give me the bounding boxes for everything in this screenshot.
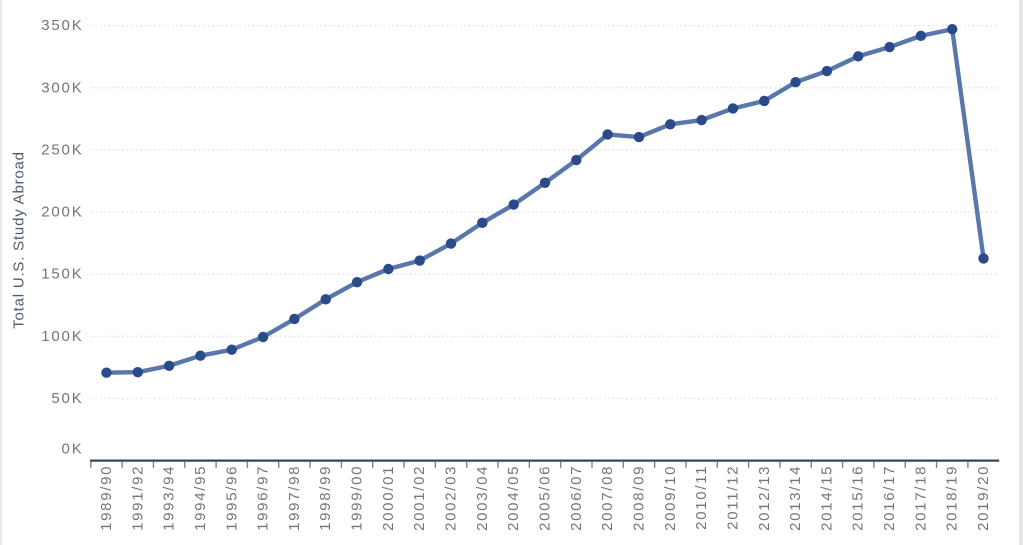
data-point-marker[interactable] xyxy=(508,199,519,210)
x-tick-label: 2014/15 xyxy=(818,465,835,531)
x-tick-label: 1998/99 xyxy=(317,465,334,531)
y-tick-label: 300K xyxy=(41,79,83,96)
data-point-marker[interactable] xyxy=(226,344,237,355)
data-point-marker[interactable] xyxy=(602,129,613,140)
data-point-marker[interactable] xyxy=(571,154,582,166)
x-tick-label: 2017/18 xyxy=(912,465,929,531)
x-tick-label: 2012/13 xyxy=(756,465,773,531)
data-point-marker[interactable] xyxy=(132,366,143,378)
x-tick-label: 1989/90 xyxy=(98,465,115,531)
x-tick-label: 1994/95 xyxy=(192,465,209,531)
x-tick-label: 1991/92 xyxy=(129,465,146,531)
y-tick-label: 50K xyxy=(51,390,83,407)
x-tick-label: 1996/97 xyxy=(255,465,272,531)
x-tick-label: 2015/16 xyxy=(850,465,867,531)
data-point-marker[interactable] xyxy=(257,331,269,343)
y-axis-title: Total U.S. Study Abroad xyxy=(11,151,28,329)
left-border-line xyxy=(0,0,2,545)
x-tick-label: 1995/96 xyxy=(223,465,240,531)
x-tick-label: 2000/01 xyxy=(380,465,397,531)
x-tick-label: 2013/14 xyxy=(787,465,804,531)
x-tick-label: 2004/05 xyxy=(505,465,522,531)
y-tick-labels-group: 0K 50K 100K 150K 200K 250K 300K 350K xyxy=(41,17,84,458)
data-point-marker[interactable] xyxy=(320,294,331,305)
data-point-marker[interactable] xyxy=(477,217,488,229)
x-tick-marks-group xyxy=(90,461,969,468)
data-point-marker[interactable] xyxy=(947,24,958,35)
x-tick-label: 2016/17 xyxy=(881,465,898,531)
data-point-marker[interactable] xyxy=(539,177,551,188)
x-tick-label: 2010/11 xyxy=(693,465,710,530)
data-point-marker[interactable] xyxy=(633,131,645,143)
x-tick-label: 2018/19 xyxy=(944,465,961,531)
x-tick-label: 2009/10 xyxy=(662,465,679,531)
data-point-marker[interactable] xyxy=(163,360,175,371)
data-point-marker[interactable] xyxy=(727,103,739,114)
data-point-marker[interactable] xyxy=(101,367,112,378)
data-point-marker[interactable] xyxy=(853,51,864,62)
data-point-marker[interactable] xyxy=(696,114,707,126)
x-tick-labels-group: 1989/90 1991/92 1993/94 1994/95 1995/96 1996/… xyxy=(98,465,992,531)
data-point-marker[interactable] xyxy=(414,255,425,266)
data-point-marker[interactable] xyxy=(821,65,833,77)
x-tick-label: 1997/98 xyxy=(286,465,303,531)
x-tick-label: 2007/08 xyxy=(599,465,616,531)
series-line xyxy=(104,27,986,375)
series-markers-group xyxy=(101,24,989,378)
y-tick-label: 150K xyxy=(41,266,83,283)
x-tick-label: 2006/07 xyxy=(568,465,585,531)
x-tick-label: 2019/20 xyxy=(975,465,992,531)
y-tick-label: 200K xyxy=(41,204,83,221)
x-tick-label: 1993/94 xyxy=(161,465,178,531)
data-point-marker[interactable] xyxy=(665,119,676,130)
data-point-marker[interactable] xyxy=(884,41,895,53)
y-tick-label: 350K xyxy=(41,17,83,34)
x-tick-label: 2002/03 xyxy=(443,465,460,531)
x-tick-label: 2003/04 xyxy=(474,465,491,531)
data-point-marker[interactable] xyxy=(351,276,363,288)
data-point-marker[interactable] xyxy=(195,350,206,361)
y-tick-label: 0K xyxy=(62,441,84,458)
data-point-marker[interactable] xyxy=(383,263,394,275)
right-scrollbar-track[interactable] xyxy=(1019,0,1023,545)
x-tick-label: 1999/00 xyxy=(349,465,366,531)
y-tick-label: 250K xyxy=(41,141,83,158)
gridlines-group xyxy=(90,24,1000,400)
y-tick-label: 100K xyxy=(41,328,83,345)
x-tick-label: 2005/06 xyxy=(537,465,554,531)
data-point-marker[interactable] xyxy=(978,253,989,264)
data-point-marker[interactable] xyxy=(445,238,457,249)
data-point-marker[interactable] xyxy=(915,30,927,42)
x-tick-label: 2011/12 xyxy=(724,465,741,530)
data-point-marker[interactable] xyxy=(759,95,770,107)
data-point-marker[interactable] xyxy=(790,77,801,88)
data-point-marker[interactable] xyxy=(289,313,300,325)
x-tick-label: 2001/02 xyxy=(411,465,428,531)
x-tick-label: 2008/09 xyxy=(630,465,647,531)
